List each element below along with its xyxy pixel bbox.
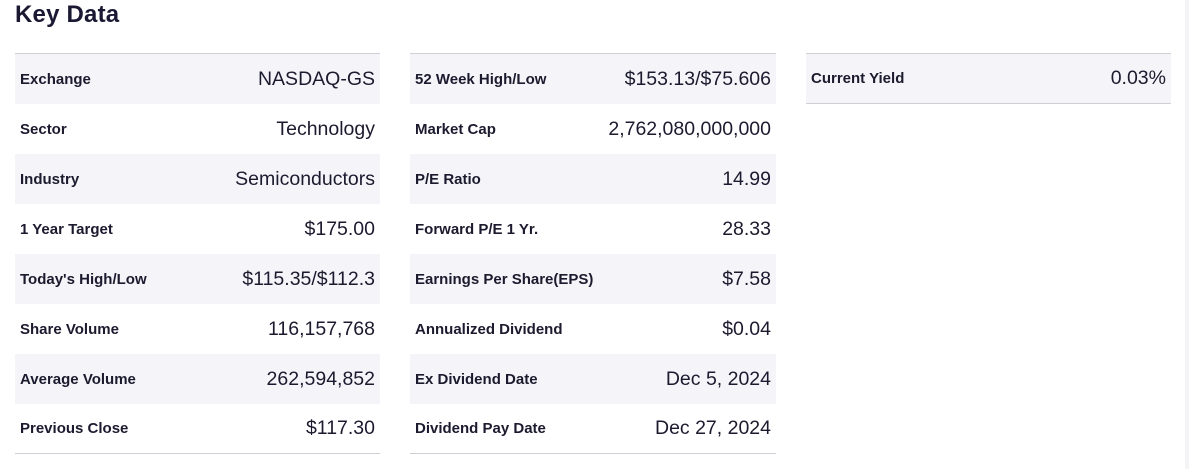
row-label: 52 Week High/Low	[415, 70, 547, 88]
table-row: Share Volume 116,157,768	[15, 304, 380, 354]
row-value: $117.30	[305, 417, 375, 439]
table-row: Previous Close $117.30	[15, 404, 380, 454]
table-row: Market Cap 2,762,080,000,000	[410, 104, 776, 154]
table-row: Sector Technology	[15, 104, 380, 154]
row-value: $175.00	[304, 217, 376, 240]
table-row: Forward P/E 1 Yr. 28.33	[410, 204, 776, 254]
row-value: $153.13/$75.606	[624, 67, 771, 90]
row-value: Semiconductors	[235, 167, 375, 190]
row-value: Dec 5, 2024	[665, 367, 771, 390]
table-row: Annualized Dividend $0.04	[410, 304, 776, 354]
table-row: 1 Year Target $175.00	[15, 204, 380, 254]
row-label: Annualized Dividend	[415, 320, 563, 338]
table-row: Dividend Pay Date Dec 27, 2024	[410, 404, 776, 454]
row-value: $7.58	[722, 267, 771, 290]
row-label: Average Volume	[20, 370, 136, 388]
row-value: $0.04	[722, 317, 771, 340]
table-row: P/E Ratio 14.99	[410, 154, 776, 204]
key-data-column-1: Exchange NASDAQ-GS Sector Technology Ind…	[15, 53, 380, 454]
row-value: 262,594,852	[266, 367, 375, 390]
table-row: Today's High/Low $115.35/$112.3	[15, 254, 380, 304]
row-label: Today's High/Low	[20, 270, 147, 288]
row-label: Exchange	[20, 70, 91, 88]
table-row: 52 Week High/Low $153.13/$75.606	[410, 54, 776, 104]
row-value: Technology	[276, 117, 375, 140]
scrollbar[interactable]	[1185, 0, 1189, 469]
row-label: Industry	[20, 170, 80, 188]
table-row: Ex Dividend Date Dec 5, 2024	[410, 354, 776, 404]
table-row: Average Volume 262,594,852	[15, 354, 380, 404]
row-label: Earnings Per Share(EPS)	[415, 270, 594, 288]
key-data-column-3: Current Yield 0.03%	[806, 53, 1171, 104]
row-label: Market Cap	[415, 120, 496, 138]
row-label: Dividend Pay Date	[415, 420, 546, 437]
row-label: Current Yield	[811, 70, 905, 87]
table-row: Current Yield 0.03%	[806, 54, 1171, 104]
row-value: Dec 27, 2024	[654, 417, 771, 439]
row-label: Sector	[20, 120, 67, 138]
page-title: Key Data	[15, 1, 120, 28]
row-label: 1 Year Target	[20, 220, 113, 238]
table-row: Exchange NASDAQ-GS	[15, 54, 380, 104]
row-label: Forward P/E 1 Yr.	[415, 220, 539, 238]
row-value: NASDAQ-GS	[257, 67, 375, 90]
row-value: 116,157,768	[268, 317, 375, 340]
table-row: Earnings Per Share(EPS) $7.58	[410, 254, 776, 304]
key-data-column-2: 52 Week High/Low $153.13/$75.606 Market …	[410, 53, 776, 454]
row-label: Ex Dividend Date	[415, 370, 538, 388]
table-row: Industry Semiconductors	[15, 154, 380, 204]
row-label: Share Volume	[20, 320, 119, 338]
row-label: P/E Ratio	[415, 170, 481, 188]
row-value: $115.35/$112.3	[242, 267, 375, 290]
row-label: Previous Close	[20, 420, 129, 437]
row-value: 2,762,080,000,000	[608, 117, 771, 140]
row-value: 0.03%	[1110, 67, 1166, 89]
row-value: 28.33	[722, 217, 771, 240]
row-value: 14.99	[722, 167, 771, 190]
